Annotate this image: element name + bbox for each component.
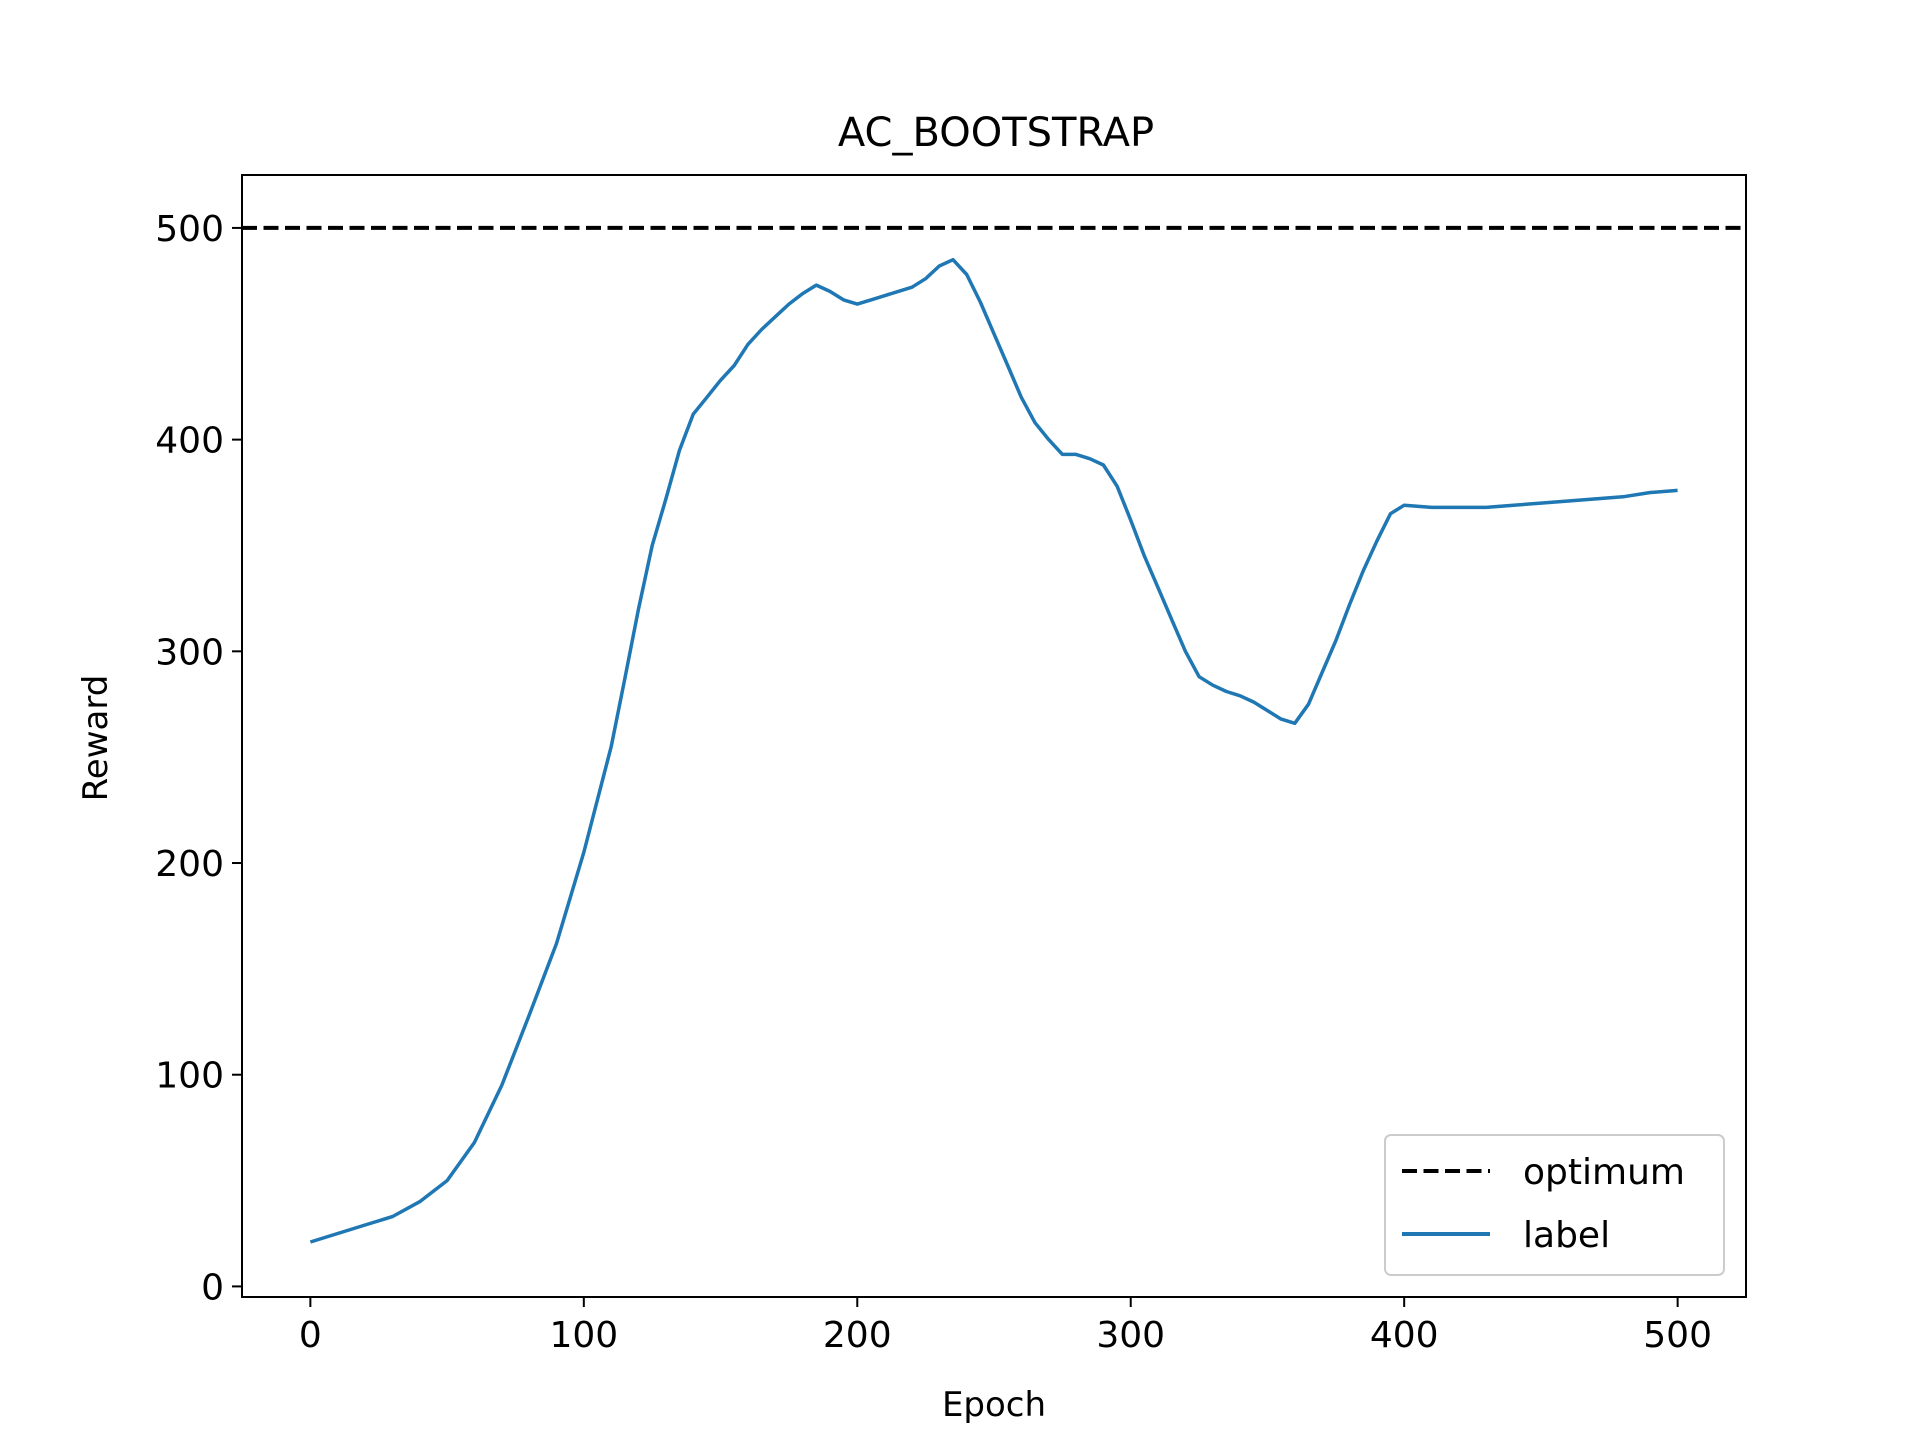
y-axis-label: Reward bbox=[76, 675, 116, 802]
legend: optimum label bbox=[1384, 1134, 1725, 1276]
y-tick-label: 100 bbox=[155, 1056, 224, 1097]
x-tick-label: 200 bbox=[823, 1315, 892, 1356]
x-tick-label: 500 bbox=[1643, 1315, 1712, 1356]
x-axis-label: Epoch bbox=[942, 1385, 1046, 1425]
x-axis: 0 100 200 300 400 500 bbox=[299, 1297, 1712, 1356]
x-tick-label: 300 bbox=[1096, 1315, 1165, 1356]
chart-title: AC_BOOTSTRAP bbox=[838, 110, 1154, 156]
y-tick-label: 400 bbox=[155, 421, 224, 462]
legend-label-optimum: optimum bbox=[1523, 1152, 1685, 1193]
axes-frame bbox=[241, 174, 1747, 1298]
series-line-label bbox=[309, 257, 1678, 1244]
y-tick-label: 500 bbox=[155, 209, 224, 250]
x-tick-label: 0 bbox=[299, 1315, 322, 1356]
y-tick-label: 300 bbox=[155, 632, 224, 673]
y-tick-label: 200 bbox=[155, 844, 224, 885]
legend-label-label: label bbox=[1523, 1215, 1610, 1256]
x-tick-label: 400 bbox=[1370, 1315, 1439, 1356]
plot-area bbox=[242, 225, 1746, 1244]
y-tick-label: 0 bbox=[201, 1267, 224, 1308]
x-tick-label: 100 bbox=[549, 1315, 618, 1356]
y-axis: 0 100 200 300 400 500 bbox=[155, 209, 242, 1308]
